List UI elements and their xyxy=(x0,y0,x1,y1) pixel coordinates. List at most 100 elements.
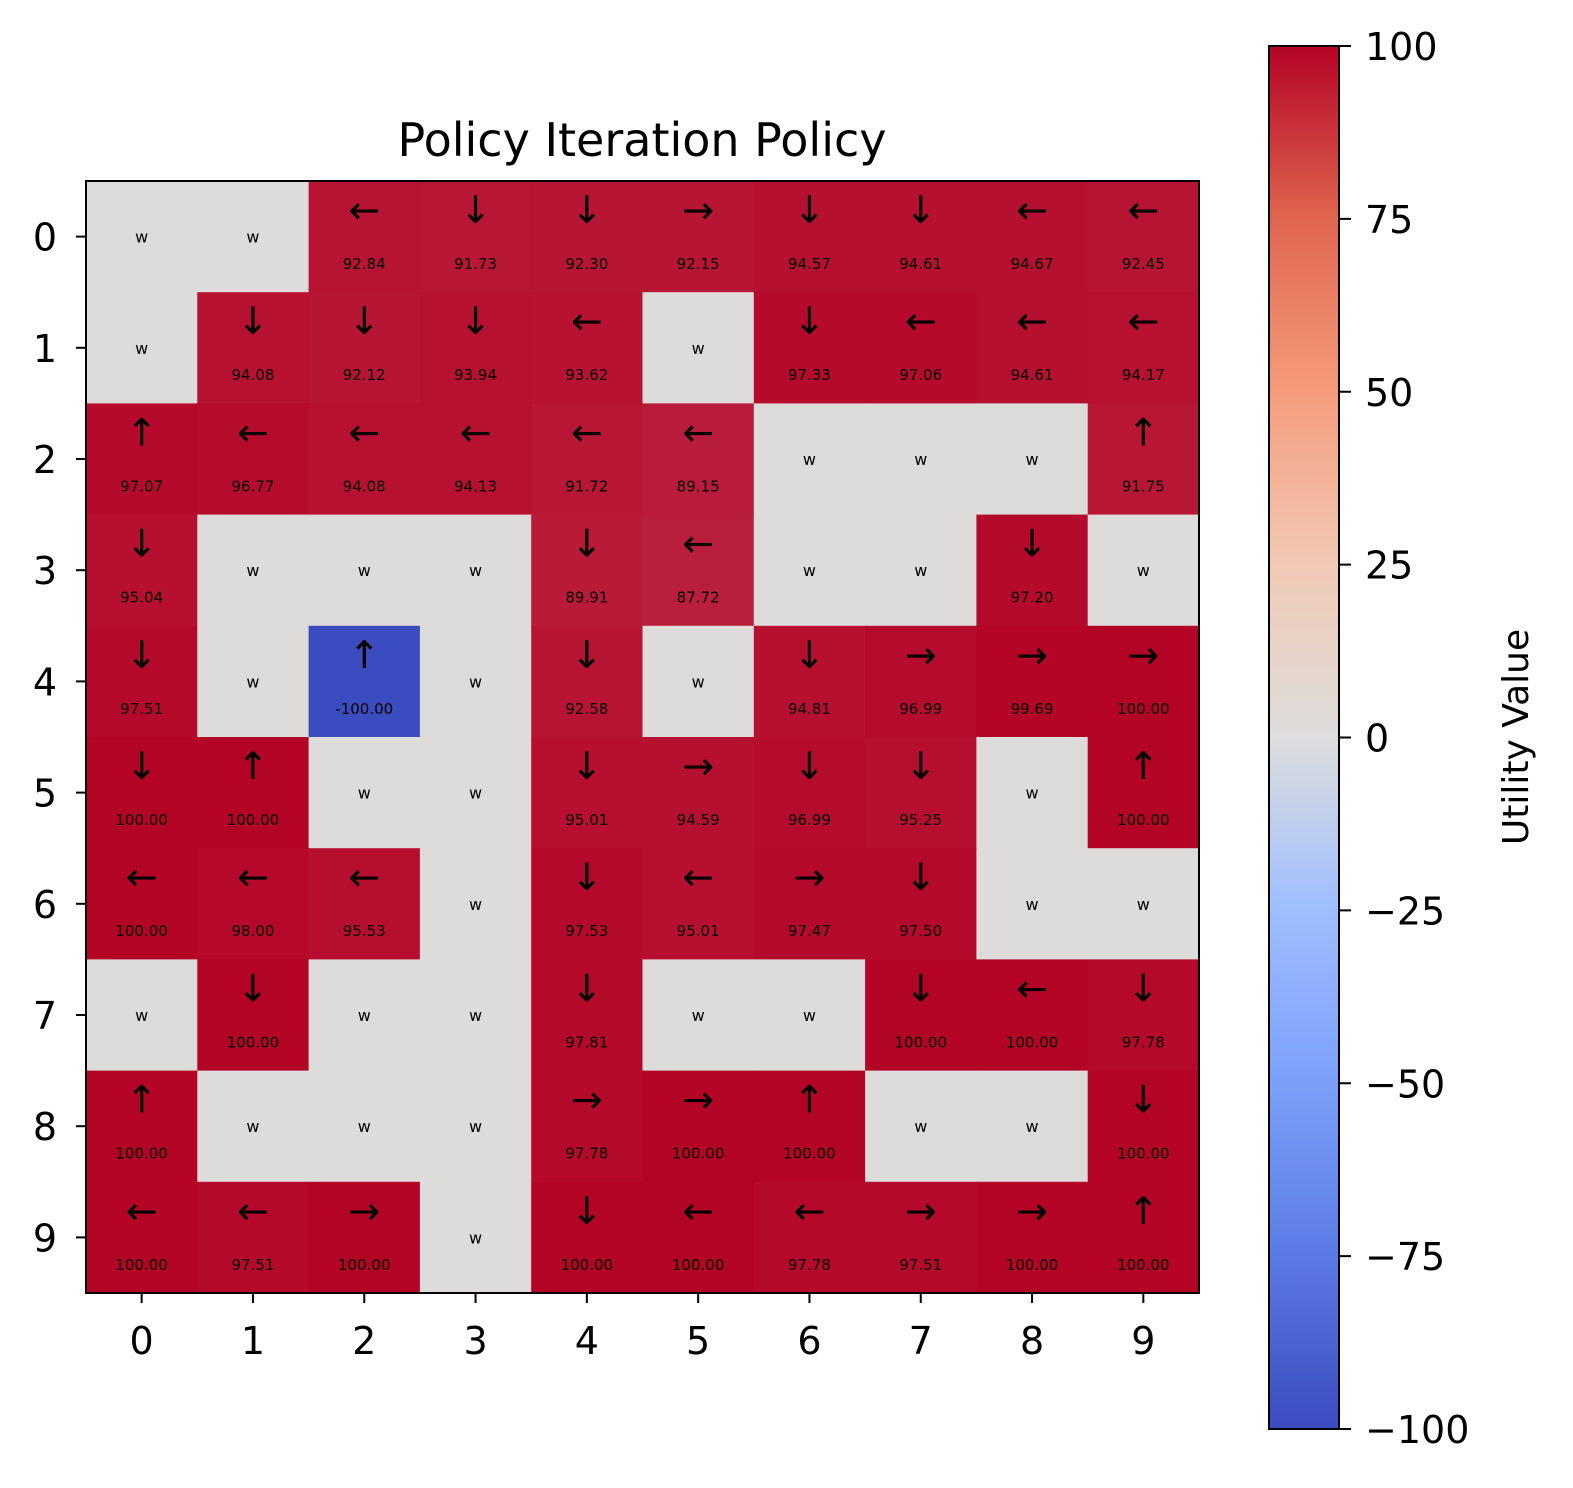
wall-label: w xyxy=(1026,895,1039,914)
policy-arrow: ← xyxy=(905,299,937,343)
policy-arrow: ← xyxy=(794,1189,826,1233)
wall-label: w xyxy=(469,561,482,580)
wall-cell xyxy=(1087,848,1200,960)
wall-label: w xyxy=(246,228,259,247)
policy-arrow: ← xyxy=(682,522,714,566)
state-cell xyxy=(865,848,977,960)
utility-value-label: 100.00 xyxy=(115,1256,168,1274)
wall-cell xyxy=(642,959,755,1072)
policy-arrow: ↓ xyxy=(1127,966,1159,1010)
state-cell xyxy=(753,181,866,293)
utility-value-label: 97.78 xyxy=(788,1256,831,1274)
wall-cell xyxy=(976,403,1089,516)
x-tick-label: 3 xyxy=(463,1319,487,1363)
wall-label: w xyxy=(469,672,482,691)
wall-cell xyxy=(1087,514,1200,627)
state-cell xyxy=(86,403,198,516)
state-cell xyxy=(642,514,755,627)
state-cell xyxy=(308,848,421,960)
utility-value-label: 97.78 xyxy=(1122,1033,1165,1051)
policy-arrow: ↓ xyxy=(460,299,492,343)
wall-label: w xyxy=(803,561,816,580)
utility-value-label: 97.78 xyxy=(565,1145,608,1163)
utility-value-label: 100.00 xyxy=(1006,1033,1059,1051)
y-tick-label: 8 xyxy=(33,1105,57,1149)
wall-label: w xyxy=(1137,895,1150,914)
state-cell xyxy=(86,737,198,849)
policy-arrow: ↑ xyxy=(348,633,380,677)
policy-arrow: ← xyxy=(237,410,269,454)
policy-arrow: ↓ xyxy=(794,633,826,677)
wall-cell xyxy=(419,625,532,738)
utility-value-label: 93.62 xyxy=(565,366,608,384)
policy-arrow: ← xyxy=(682,1189,714,1233)
policy-arrow: ← xyxy=(571,410,603,454)
wall-label: w xyxy=(246,672,259,691)
state-cell xyxy=(865,181,977,293)
wall-label: w xyxy=(803,1006,816,1025)
wall-label: w xyxy=(692,1006,705,1025)
state-cell xyxy=(976,625,1089,738)
policy-arrow: ↓ xyxy=(794,188,826,232)
policy-arrow: ← xyxy=(460,410,492,454)
policy-arrow: ↓ xyxy=(571,522,603,566)
wall-cell xyxy=(197,1070,310,1183)
x-tick-label: 6 xyxy=(797,1319,821,1363)
utility-value-label: 92.45 xyxy=(1122,255,1165,273)
y-tick-label: 5 xyxy=(33,772,57,816)
utility-value-label: 97.51 xyxy=(120,700,163,718)
y-tick-label: 9 xyxy=(33,1216,57,1260)
state-cell xyxy=(753,625,866,738)
wall-cell xyxy=(419,959,532,1072)
state-cell xyxy=(1087,1181,1200,1294)
x-tick-label: 1 xyxy=(241,1319,265,1363)
utility-value-label: 95.53 xyxy=(343,922,386,940)
policy-arrow: → xyxy=(905,1189,937,1233)
policy-arrow: ← xyxy=(348,188,380,232)
utility-value-label: 98.00 xyxy=(231,922,274,940)
utility-value-label: 100.00 xyxy=(338,1256,391,1274)
utility-value-label: 97.06 xyxy=(899,366,942,384)
wall-cell xyxy=(419,514,532,627)
state-cell xyxy=(531,848,644,960)
utility-value-label: 97.33 xyxy=(788,366,831,384)
state-cell xyxy=(531,181,644,293)
utility-value-label: 100.00 xyxy=(115,1145,168,1163)
wall-cell xyxy=(419,848,532,960)
utility-value-label: 93.94 xyxy=(454,366,497,384)
wall-label: w xyxy=(692,672,705,691)
y-tick-label: 7 xyxy=(33,994,57,1038)
state-cell xyxy=(865,625,977,738)
state-cell xyxy=(86,1070,198,1183)
wall-label: w xyxy=(1137,561,1150,580)
wall-label: w xyxy=(1026,784,1039,803)
wall-cell xyxy=(308,737,421,849)
utility-value-label: 97.47 xyxy=(788,922,831,940)
colorbar-tick-label: 100 xyxy=(1365,25,1438,69)
state-cell xyxy=(419,292,532,404)
wall-label: w xyxy=(135,228,148,247)
state-cell xyxy=(753,292,866,404)
policy-arrow: ↓ xyxy=(237,966,269,1010)
utility-value-label: 94.81 xyxy=(788,700,831,718)
wall-label: w xyxy=(469,895,482,914)
state-cell xyxy=(865,737,977,849)
utility-value-label: 100.00 xyxy=(672,1145,725,1163)
policy-arrow: ↓ xyxy=(1127,1078,1159,1122)
utility-value-label: 100.00 xyxy=(227,811,280,829)
chart-title: Policy Iteration Policy xyxy=(398,113,887,167)
x-axis-ticks: 0 1 2 3 4 5 6 7 8 9 xyxy=(130,1293,1155,1363)
policy-arrow: ← xyxy=(682,410,714,454)
wall-cell xyxy=(197,181,310,293)
y-tick-label: 3 xyxy=(33,549,57,593)
wall-label: w xyxy=(358,561,371,580)
utility-value-label: 100.00 xyxy=(561,1256,614,1274)
state-cell xyxy=(531,959,644,1072)
x-tick-label: 7 xyxy=(909,1319,933,1363)
colorbar-tick-label: −50 xyxy=(1365,1062,1445,1106)
wall-label: w xyxy=(1026,1117,1039,1136)
colorbar-tick-label: 25 xyxy=(1365,544,1413,588)
state-cell xyxy=(976,292,1089,404)
wall-label: w xyxy=(469,784,482,803)
policy-arrow: ↓ xyxy=(571,966,603,1010)
